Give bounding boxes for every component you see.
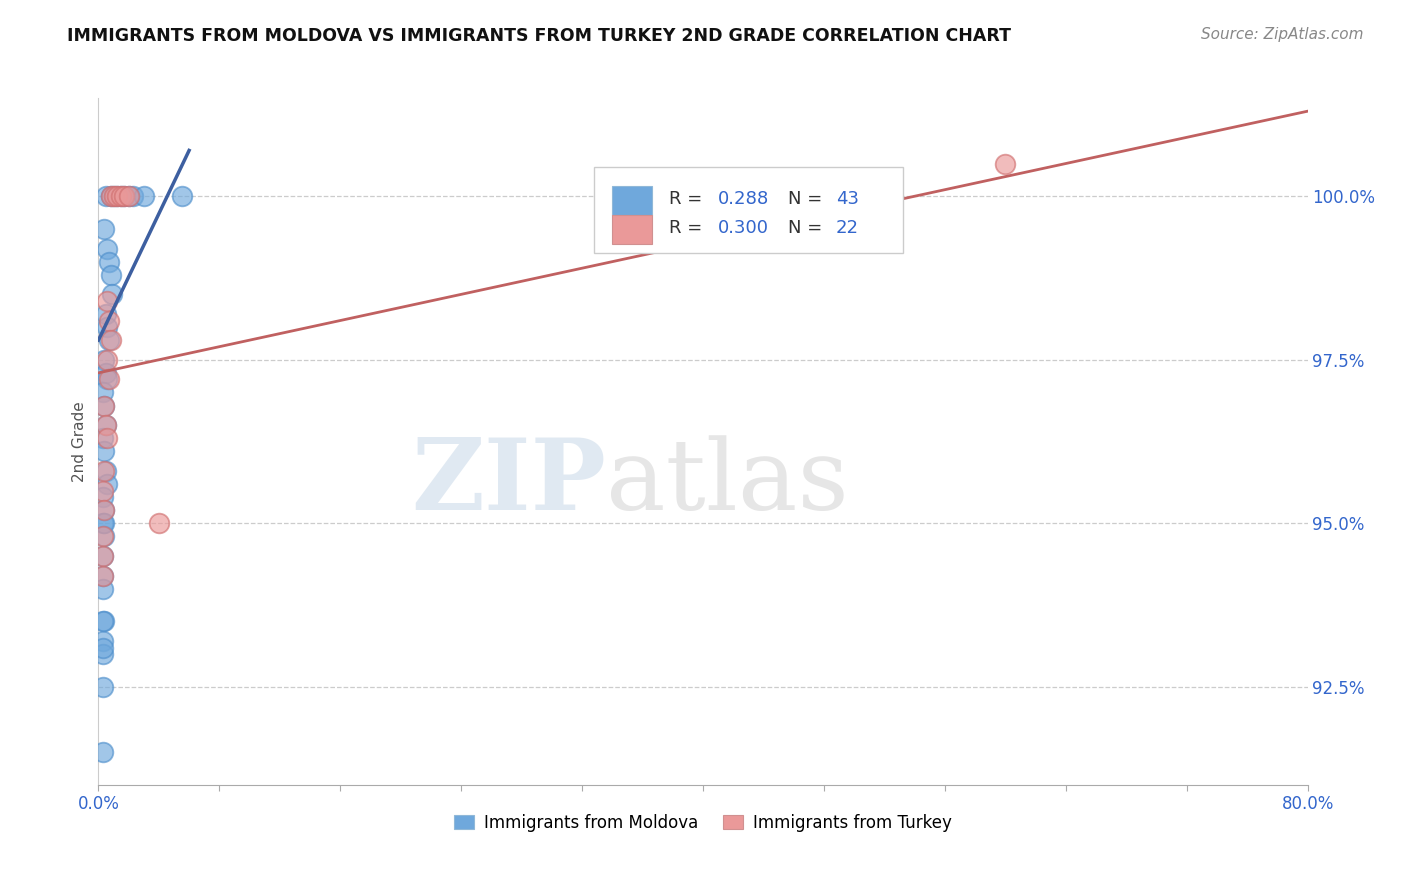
Point bbox=[91, 385, 114, 400]
FancyBboxPatch shape bbox=[595, 167, 903, 252]
Point bbox=[94, 418, 117, 433]
Point bbox=[105, 189, 128, 203]
Point bbox=[91, 647, 114, 661]
Text: 43: 43 bbox=[837, 190, 859, 208]
Point bbox=[93, 529, 115, 543]
Point bbox=[91, 483, 114, 498]
Bar bbox=[613, 186, 652, 215]
Point bbox=[994, 156, 1017, 170]
Point bbox=[91, 640, 114, 655]
Point bbox=[94, 366, 117, 380]
Point bbox=[94, 418, 117, 433]
Point bbox=[93, 399, 115, 413]
Text: ZIP: ZIP bbox=[412, 434, 606, 532]
Point bbox=[110, 189, 132, 203]
Point bbox=[132, 189, 155, 203]
Point bbox=[96, 372, 118, 386]
Text: R =: R = bbox=[669, 219, 709, 237]
Point bbox=[94, 464, 117, 478]
Point bbox=[112, 189, 135, 203]
Point bbox=[100, 268, 122, 282]
Point bbox=[91, 549, 114, 563]
Point bbox=[98, 313, 121, 327]
Bar bbox=[613, 215, 652, 244]
Point bbox=[93, 399, 115, 413]
Text: 0.288: 0.288 bbox=[717, 190, 769, 208]
Point bbox=[93, 503, 115, 517]
Point bbox=[91, 745, 114, 759]
Point bbox=[94, 189, 117, 203]
Point bbox=[100, 189, 122, 203]
Point bbox=[94, 307, 117, 321]
Point bbox=[100, 189, 122, 203]
Point bbox=[98, 372, 121, 386]
Point bbox=[118, 189, 141, 203]
Point bbox=[112, 189, 135, 203]
Point bbox=[93, 444, 115, 458]
Y-axis label: 2nd Grade: 2nd Grade bbox=[72, 401, 87, 482]
Point bbox=[103, 189, 125, 203]
Point bbox=[91, 568, 114, 582]
Point bbox=[170, 189, 193, 203]
Legend: Immigrants from Moldova, Immigrants from Turkey: Immigrants from Moldova, Immigrants from… bbox=[447, 807, 959, 838]
Text: IMMIGRANTS FROM MOLDOVA VS IMMIGRANTS FROM TURKEY 2ND GRADE CORRELATION CHART: IMMIGRANTS FROM MOLDOVA VS IMMIGRANTS FR… bbox=[67, 27, 1011, 45]
Point bbox=[91, 615, 114, 629]
Point bbox=[105, 189, 128, 203]
Point bbox=[93, 464, 115, 478]
Text: 22: 22 bbox=[837, 219, 859, 237]
Point bbox=[91, 431, 114, 445]
Point bbox=[122, 189, 145, 203]
Text: Source: ZipAtlas.com: Source: ZipAtlas.com bbox=[1201, 27, 1364, 42]
Point bbox=[148, 516, 170, 531]
Point bbox=[91, 634, 114, 648]
Point bbox=[96, 477, 118, 491]
Point bbox=[91, 582, 114, 596]
Point bbox=[118, 189, 141, 203]
Text: N =: N = bbox=[787, 190, 828, 208]
Point bbox=[98, 254, 121, 268]
Point bbox=[96, 320, 118, 334]
Point bbox=[91, 680, 114, 694]
Point bbox=[91, 516, 114, 531]
Point bbox=[96, 242, 118, 256]
Point bbox=[91, 549, 114, 563]
Text: N =: N = bbox=[787, 219, 828, 237]
Point bbox=[93, 615, 115, 629]
Point bbox=[93, 516, 115, 531]
Text: 0.300: 0.300 bbox=[717, 219, 769, 237]
Point bbox=[100, 333, 122, 347]
Point bbox=[96, 431, 118, 445]
Text: atlas: atlas bbox=[606, 435, 849, 531]
Point bbox=[93, 222, 115, 236]
Text: R =: R = bbox=[669, 190, 709, 208]
Point bbox=[93, 352, 115, 367]
Point bbox=[96, 352, 118, 367]
Point bbox=[93, 503, 115, 517]
Point bbox=[103, 189, 125, 203]
Point bbox=[98, 333, 121, 347]
Point bbox=[91, 568, 114, 582]
Point bbox=[96, 293, 118, 308]
Point bbox=[91, 529, 114, 543]
Point bbox=[91, 490, 114, 504]
Point bbox=[101, 287, 124, 301]
Point bbox=[110, 189, 132, 203]
